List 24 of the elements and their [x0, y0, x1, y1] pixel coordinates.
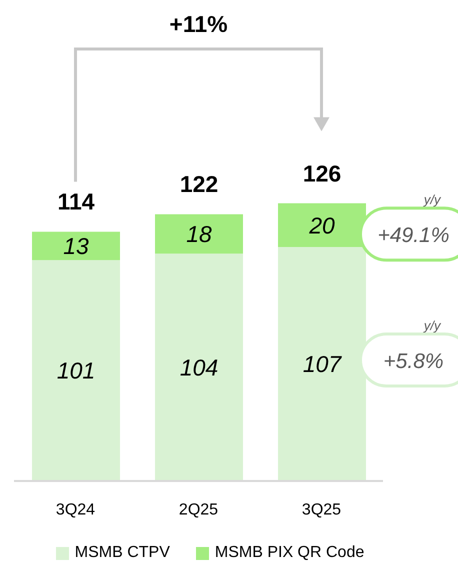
text: y/y [422, 192, 442, 208]
data-label: 101 [56, 358, 96, 384]
text: +11% [169, 11, 228, 37]
data-label: 13 [63, 233, 89, 260]
data-label: 20 [308, 212, 335, 238]
total-label: 126 [302, 160, 342, 186]
x-tick-label: 3Q24 [56, 501, 96, 518]
text: +5.8% [383, 350, 444, 374]
legend-label: MSMB PIX QR Code [214, 544, 364, 562]
text: y/y [422, 318, 442, 334]
total-label: 122 [180, 171, 218, 198]
data-label: 18 [186, 221, 212, 248]
legend-label: MSMB CTPV [74, 544, 170, 562]
data-label: 107 [302, 351, 342, 378]
x-tick-label: 2Q25 [178, 501, 218, 518]
total-label: 114 [57, 188, 95, 215]
annotation: +49.1% [378, 224, 450, 248]
data-label: 104 [180, 354, 218, 380]
bar [278, 247, 366, 481]
bar [32, 232, 120, 260]
bar [155, 254, 243, 481]
bar [155, 214, 243, 254]
x-tick-label: 3Q25 [302, 501, 342, 518]
bar [32, 260, 120, 481]
